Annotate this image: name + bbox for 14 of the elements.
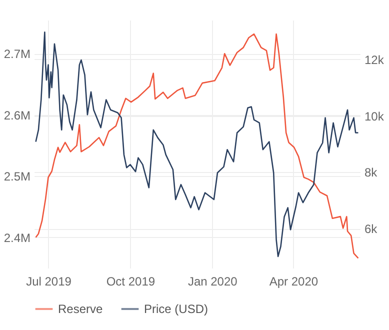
x-tick-label: Jul 2019 (26, 274, 72, 288)
legend-label: Price (USD) (144, 302, 208, 316)
y-tick-label: 2.4M (4, 230, 30, 245)
x-tick-label: Jan 2020 (188, 274, 238, 288)
x-tick-label: Oct 2019 (106, 274, 156, 288)
y2-tick-label: 8k (364, 166, 378, 180)
y-tick-label: 2.7M (4, 47, 30, 62)
y2-tick-label: 6k (364, 222, 378, 236)
x-tick-label: Apr 2020 (269, 274, 318, 288)
y2-tick-label: 12k (364, 52, 385, 67)
y-tick-label: 2.5M (4, 170, 30, 184)
y-tick-label: 2.6M (4, 108, 30, 122)
y2-tick-label: 10k (364, 109, 385, 124)
legend-label: Reserve (58, 302, 104, 316)
